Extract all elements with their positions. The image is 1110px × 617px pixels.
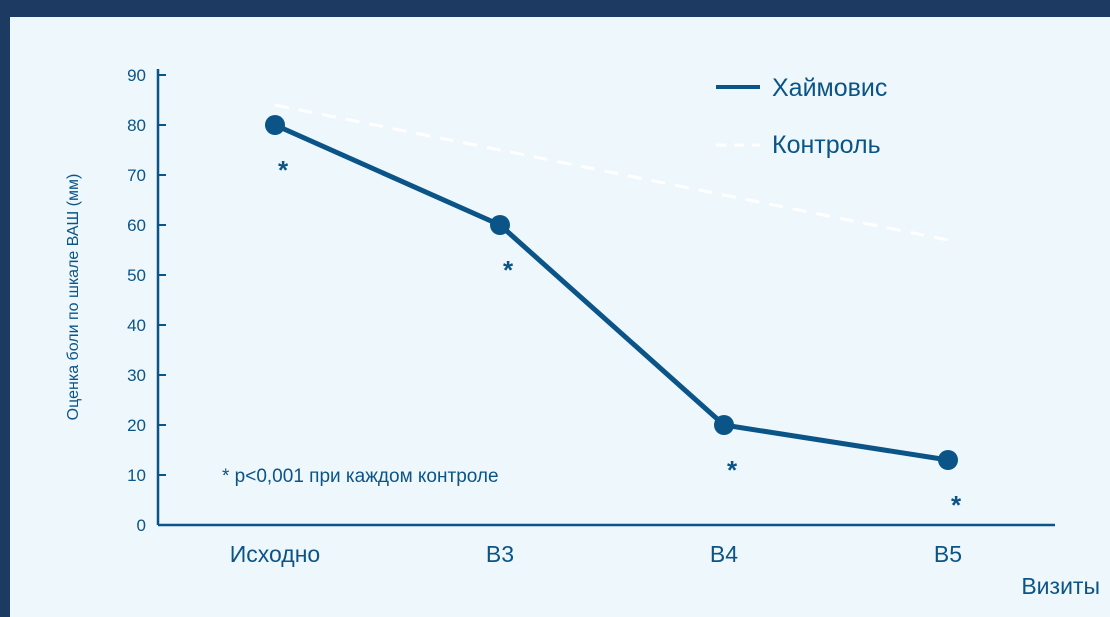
- series-layer: [265, 103, 958, 470]
- significance-star: *: [503, 255, 514, 285]
- y-axis-label: Оценка боли по шкале ВАШ (мм): [65, 174, 82, 421]
- series-line-control: [274, 103, 949, 242]
- data-point-haimovis: [490, 215, 510, 235]
- x-tick-label: В3: [486, 541, 514, 567]
- pain-score-chart: 0 10 20 30 40 50 60 70 80 90 Исходно В3 В4 В5 * * * * О…: [65, 66, 1100, 599]
- data-point-haimovis: [265, 115, 285, 135]
- significance-star: *: [727, 455, 738, 485]
- y-tick-label: 30: [127, 366, 146, 385]
- y-tick-label: 50: [127, 266, 146, 285]
- significance-note: * p<0,001 при каждом контроле: [222, 466, 499, 487]
- data-point-haimovis: [714, 415, 734, 435]
- significance-star: *: [951, 490, 962, 520]
- legend-label-control: Контроль: [772, 131, 881, 159]
- data-point-haimovis: [938, 450, 958, 470]
- axes: [156, 69, 1055, 527]
- x-axis-label: Визиты: [1021, 573, 1100, 599]
- x-tick-label: В4: [710, 541, 738, 567]
- y-tick-label: 80: [127, 116, 146, 135]
- x-tick-label: Исходно: [230, 541, 320, 567]
- significance-markers: * * * *: [278, 155, 962, 520]
- chart-frame: 0 10 20 30 40 50 60 70 80 90 Исходно В3 В4 В5 * * * * О…: [10, 17, 1110, 617]
- y-tick-label: 0: [137, 516, 146, 535]
- y-tick-label: 70: [127, 166, 146, 185]
- y-tick-label: 90: [127, 66, 146, 85]
- y-tick-labels: 0 10 20 30 40 50 60 70 80 90: [127, 66, 166, 535]
- x-tick-labels: Исходно В3 В4 В5: [230, 541, 962, 567]
- significance-star: *: [278, 155, 289, 185]
- series-line-haimovis: [273, 122, 949, 463]
- y-tick-label: 40: [127, 316, 146, 335]
- legend: Хаймовис Контроль: [716, 74, 887, 159]
- y-tick-label: 60: [127, 216, 146, 235]
- y-tick-label: 20: [127, 416, 146, 435]
- x-tick-label: В5: [934, 541, 962, 567]
- y-tick-label: 10: [127, 466, 146, 485]
- legend-label-haimovis: Хаймовис: [772, 74, 887, 102]
